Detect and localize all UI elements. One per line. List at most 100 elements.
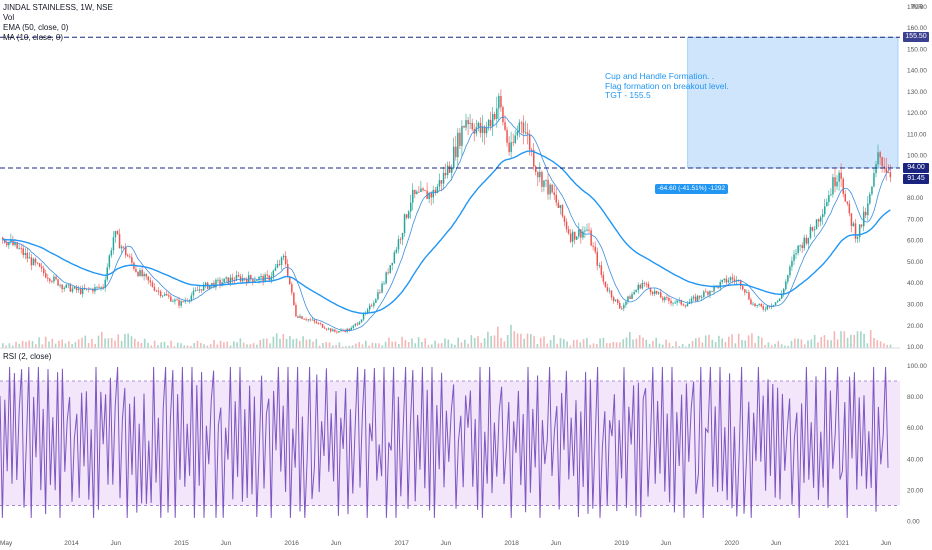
candle-body: [305, 319, 307, 321]
candle-body: [514, 135, 516, 143]
candle-body: [24, 252, 27, 255]
candle-body: [807, 237, 810, 244]
candle-body: [280, 257, 283, 265]
volume-bar: [770, 345, 773, 348]
candle-body: [660, 292, 662, 298]
candle-body: [723, 278, 726, 280]
volume-bar: [701, 342, 704, 348]
volume-bar: [523, 338, 525, 348]
volume-bar: [827, 339, 829, 348]
price-tick-label: 80.00: [907, 195, 924, 202]
candle-body: [651, 292, 654, 295]
price-tick-label: 50.00: [907, 259, 924, 266]
candle-body: [108, 255, 111, 268]
candle-body: [690, 298, 693, 302]
candle-body: [494, 114, 496, 119]
candle-body: [526, 132, 529, 135]
volume-bar: [130, 336, 133, 348]
candle-body: [53, 276, 55, 282]
candle-body: [647, 283, 650, 288]
candle-body: [653, 290, 656, 294]
volume-bar: [266, 338, 268, 348]
ema-legend[interactable]: EMA (50, close, 0): [3, 23, 69, 32]
time-axis[interactable]: May 2014 Jun 2015 Jun 2016 Jun 2017 Jun 2018 Jun 20…: [0, 540, 892, 547]
candle-body: [584, 230, 586, 232]
volume-bar: [817, 342, 819, 348]
candle-body: [75, 286, 78, 290]
candle-body: [325, 328, 328, 330]
volume-bar: [170, 340, 172, 348]
volume-bar: [879, 341, 882, 348]
volume-bar: [671, 346, 674, 348]
volume-bar: [427, 344, 430, 348]
candle-body: [545, 179, 547, 181]
volume-bar: [348, 345, 351, 348]
rsi-legend[interactable]: RSI (2, close): [3, 352, 52, 361]
ma-legend[interactable]: MA (10, close, 0): [3, 33, 64, 42]
candle-body: [407, 211, 410, 218]
volume-bar: [15, 341, 17, 348]
candle-body: [319, 323, 322, 325]
volume-bar: [869, 330, 872, 348]
candle-body: [699, 295, 701, 298]
volume-bar: [44, 336, 47, 348]
candle-body: [469, 122, 471, 124]
candle-body: [176, 299, 178, 301]
candle-body: [860, 224, 863, 227]
rsi-axis[interactable]: 0.00 20.00 40.00 60.00 80.00 100.00: [907, 363, 927, 526]
symbol-title[interactable]: JINDAL STAINLESS, 1W, NSE: [3, 3, 113, 12]
candle-body: [729, 277, 732, 281]
breakout-price-tag: 94.00: [903, 162, 929, 173]
volume-bar: [638, 335, 641, 348]
candle-body: [147, 276, 149, 281]
time-tick-label: Jun: [771, 540, 782, 547]
candle-body: [887, 172, 890, 173]
volume-bar: [61, 339, 63, 348]
candle-body: [38, 263, 41, 267]
time-tick-label: May: [0, 540, 13, 547]
volume-bar: [860, 331, 862, 348]
volume-bar: [101, 332, 103, 348]
candle-body: [414, 189, 416, 194]
candle-body: [600, 265, 603, 275]
candle-body: [122, 246, 125, 248]
volume-bar: [345, 346, 347, 348]
volume-bar: [632, 339, 634, 348]
chart-annotation[interactable]: Cup and Handle Formation. . Flag formatio…: [605, 71, 729, 101]
annotation-line-2: Flag formation on breakout level.: [605, 80, 729, 91]
candle-body: [742, 286, 744, 290]
volume-legend[interactable]: Vol: [3, 13, 15, 22]
volume-bar: [470, 335, 473, 348]
volume-bar: [160, 342, 162, 348]
candle-body: [315, 321, 318, 324]
volume-bar: [688, 343, 690, 348]
volume-bar: [747, 335, 750, 348]
candle-body: [547, 179, 549, 195]
volume-bar: [572, 340, 575, 348]
candle-body: [438, 180, 441, 187]
volume-bar: [718, 335, 720, 348]
volume-bar: [533, 336, 535, 348]
volume-bar: [678, 346, 681, 348]
candle-body: [701, 296, 703, 298]
candle-body: [840, 172, 842, 179]
candle-body: [541, 171, 543, 187]
candle-body: [153, 286, 156, 291]
time-tick-label: Jun: [111, 540, 122, 547]
target-zone[interactable]: [687, 36, 899, 169]
candle-body: [137, 272, 139, 276]
volume-bar: [394, 341, 397, 348]
candle-body: [43, 268, 45, 274]
candle-body: [641, 283, 644, 289]
volume-bar: [493, 335, 496, 348]
candle-body: [332, 329, 334, 332]
volume-bar: [803, 344, 806, 348]
candle-body: [571, 231, 574, 242]
candle-body: [338, 331, 340, 333]
volume-bar: [180, 343, 182, 348]
candle-body: [854, 223, 857, 239]
rsi-tick-label: 40.00: [907, 456, 924, 463]
volume-bar: [721, 338, 723, 348]
volume-bar: [305, 339, 308, 348]
volume-bar: [761, 337, 763, 348]
